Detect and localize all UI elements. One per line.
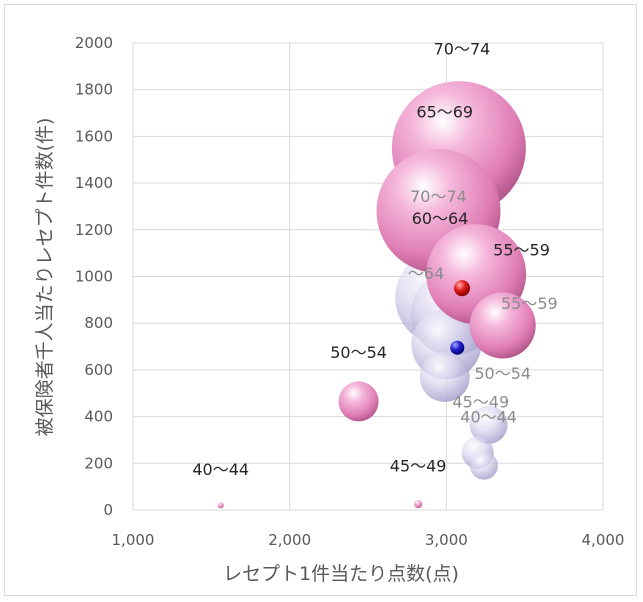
y-tick-label: 1400: [75, 174, 113, 192]
x-tick-labels: 1,000 2,000 3,000 4,000: [112, 531, 625, 549]
data-label: 45～49: [390, 456, 447, 475]
y-tick-label: 1800: [75, 81, 113, 99]
y-axis-title: 被保険者千人当たりレセプト件数(件): [34, 118, 56, 437]
data-labels: 70～74 65～69 70～74 60～64 55～59 ～64 55～59 50～54 50…: [192, 40, 557, 479]
data-label: ～64: [408, 264, 444, 283]
lavender-bubble: [469, 451, 498, 480]
bubbles: [217, 81, 536, 509]
data-label: 50～54: [474, 364, 531, 383]
bubble-chart: 0 200 400 600 800 1000 1200 1400 1600 1800 2000 1,…: [34, 34, 625, 585]
y-tick-label: 200: [84, 454, 113, 472]
red-bubble: [454, 280, 470, 297]
data-label: 40～44: [460, 407, 517, 426]
y-tick-labels: 0 200 400 600 800 1000 1200 1400 1600 1800 2000: [75, 34, 113, 519]
y-tick-label: 600: [84, 361, 113, 379]
blue-bubble: [450, 340, 465, 355]
data-label: 60～64: [412, 209, 469, 228]
data-label: 55～59: [493, 240, 550, 259]
data-label: 70～74: [410, 187, 467, 206]
pink-bubble: [338, 381, 379, 422]
x-tick-label: 4,000: [582, 531, 625, 549]
x-axis-title: レセプト1件当たり点数(点): [223, 563, 459, 585]
chart-frame: 0 200 400 600 800 1000 1200 1400 1600 1800 2000 1,…: [4, 4, 637, 596]
data-label: 55～59: [501, 294, 558, 313]
data-label: 40～44: [192, 460, 249, 479]
pink-bubble: [217, 502, 224, 509]
y-tick-label: 1200: [75, 221, 113, 239]
y-tick-label: 1600: [75, 127, 113, 145]
lavender-bubble: [469, 405, 508, 444]
x-tick-label: 2,000: [268, 531, 311, 549]
lavender-bubble: [419, 351, 470, 402]
data-label: 65～69: [416, 103, 473, 122]
gridlines: [132, 42, 604, 511]
y-tick-label: 400: [84, 408, 113, 426]
data-label: 50～54: [330, 343, 387, 362]
y-tick-label: 2000: [75, 34, 113, 52]
x-tick-label: 3,000: [425, 531, 468, 549]
y-tick-label: 800: [84, 314, 113, 332]
data-label: 70～74: [434, 40, 491, 59]
pink-bubble: [414, 500, 423, 509]
y-tick-label: 1000: [75, 268, 113, 286]
x-tick-label: 1,000: [112, 531, 155, 549]
pink-bubble: [469, 292, 536, 359]
data-label: 45～49: [452, 392, 509, 411]
y-tick-label: 0: [103, 501, 113, 519]
